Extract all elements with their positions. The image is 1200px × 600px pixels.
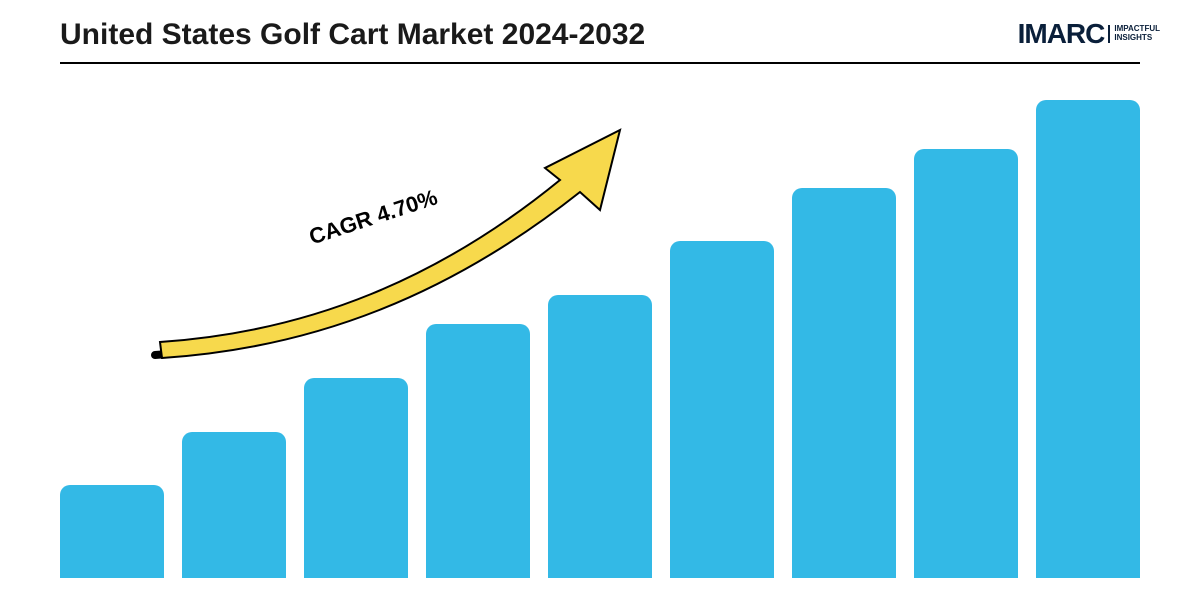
logo-tagline-line1: IMPACTFUL [1114,24,1160,33]
bar [670,241,774,578]
bar [792,188,896,578]
bar [304,378,408,578]
bar [548,295,652,578]
header: United States Golf Cart Market 2024-2032… [0,0,1200,62]
logo-tagline: IMPACTFUL INSIGHTS [1108,25,1160,43]
bar [182,432,286,578]
bars-container [60,90,1140,578]
bar-chart: CAGR 4.70% [60,90,1140,578]
bar [914,149,1018,578]
bar [426,324,530,578]
bar [60,485,164,578]
brand-logo: IMARC IMPACTFUL INSIGHTS [1018,18,1160,50]
divider [60,62,1140,64]
logo-text: IMARC [1018,18,1105,50]
logo-tagline-line2: INSIGHTS [1114,33,1152,42]
page-title: United States Golf Cart Market 2024-2032 [60,18,645,52]
bar [1036,100,1140,578]
